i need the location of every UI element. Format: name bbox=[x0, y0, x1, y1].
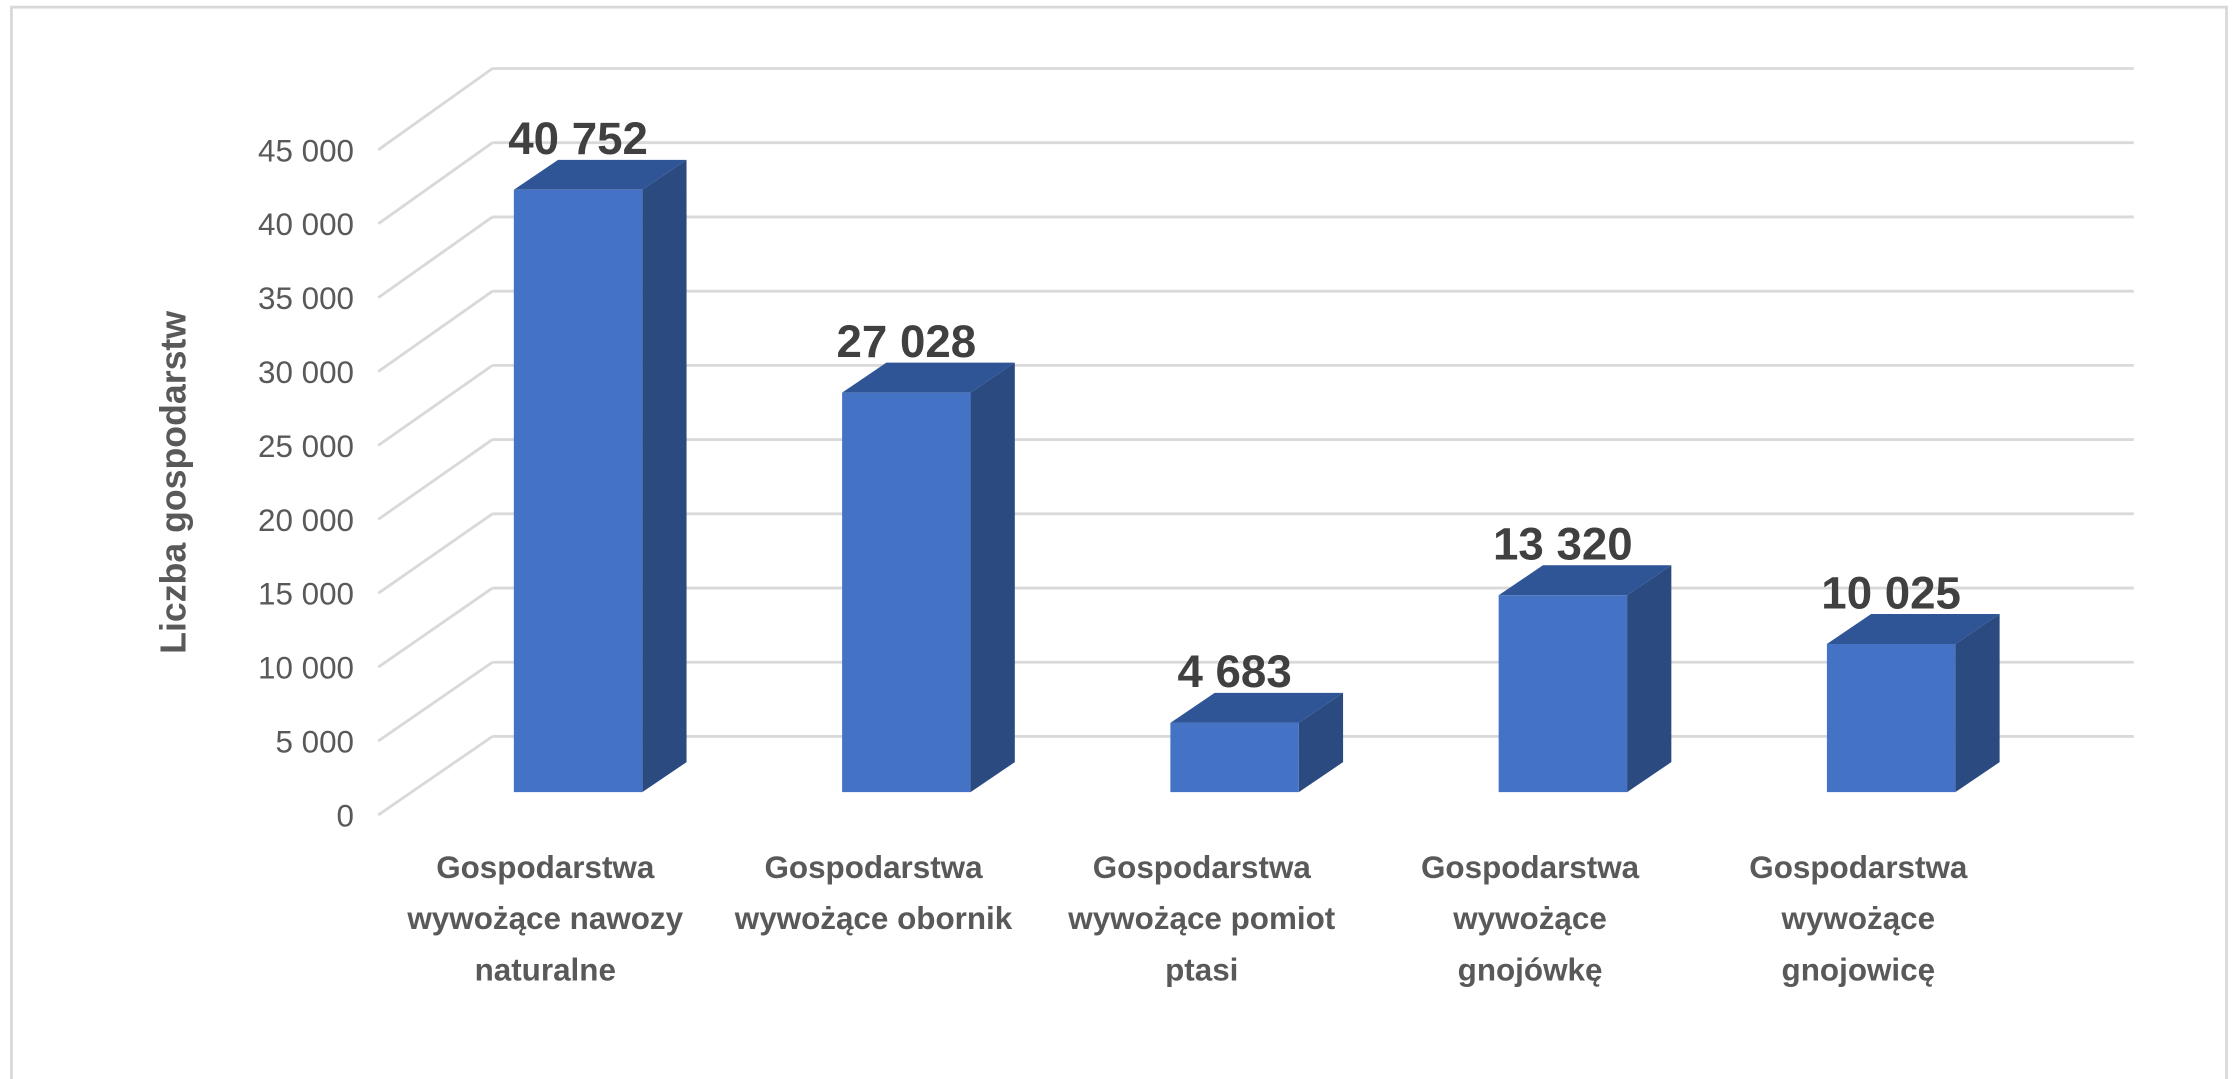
value-label: 13 320 bbox=[1493, 519, 1633, 570]
bar bbox=[1498, 565, 1672, 793]
x-tick-label-box: Gospodarstwa wywożące gnojowicę bbox=[1749, 849, 1968, 988]
x-tick-label-box: Gospodarstwa wywożące obornik bbox=[734, 849, 1013, 937]
grid-line-side bbox=[377, 67, 494, 152]
bar-top bbox=[1498, 565, 1672, 596]
grid-line-side bbox=[377, 586, 494, 669]
grid-line-side bbox=[377, 661, 494, 743]
bar-top bbox=[1826, 613, 2000, 644]
bar bbox=[1826, 613, 2000, 793]
bar-side bbox=[1627, 565, 1672, 793]
bar-front bbox=[842, 392, 971, 793]
bar-side bbox=[1955, 613, 2000, 793]
y-tick-label: 30 000 bbox=[258, 355, 354, 390]
value-label: 10 025 bbox=[1821, 567, 1961, 618]
x-tick-label-box: Gospodarstwa wywożące nawozy naturalne bbox=[407, 849, 684, 988]
bar bbox=[842, 362, 1015, 793]
grid-line-side bbox=[377, 438, 494, 521]
value-label: 4 683 bbox=[1177, 646, 1291, 697]
bar-side bbox=[970, 362, 1015, 793]
y-tick-label: 45 000 bbox=[258, 133, 354, 168]
bar-front bbox=[1498, 595, 1628, 793]
bar-front bbox=[1826, 643, 1956, 793]
y-tick-label: 35 000 bbox=[258, 281, 354, 316]
grid-line-side bbox=[377, 141, 494, 225]
bar bbox=[513, 159, 687, 793]
chart-frame bbox=[10, 5, 2228, 1079]
bar-top bbox=[842, 362, 1015, 393]
grid-line-side bbox=[377, 364, 494, 447]
bar-front bbox=[513, 189, 643, 793]
x-tick-label-box: Gospodarstwa wywożące pomiot ptasi bbox=[1068, 849, 1336, 988]
bar-top bbox=[513, 159, 687, 190]
y-tick-label: 5 000 bbox=[275, 724, 354, 759]
grid-line-side bbox=[377, 215, 494, 299]
x-tick-label: Gospodarstwa wywożące gnojowicę bbox=[1749, 849, 1968, 988]
grid-line-side bbox=[377, 735, 494, 817]
value-label: 40 752 bbox=[508, 113, 648, 164]
x-tick-label: Gospodarstwa wywożące gnojówkę bbox=[1420, 849, 1640, 988]
y-tick-label: 0 bbox=[337, 798, 354, 833]
x-tick-label-box: Gospodarstwa wywożące gnojówkę bbox=[1420, 849, 1640, 988]
y-tick-label: 40 000 bbox=[258, 207, 354, 242]
bar-front bbox=[1170, 722, 1299, 793]
bar bbox=[1170, 692, 1344, 793]
x-tick-label: Gospodarstwa wywożące pomiot ptasi bbox=[1068, 849, 1336, 988]
value-label: 27 028 bbox=[837, 316, 977, 367]
x-tick-label: Gospodarstwa wywożące nawozy naturalne bbox=[407, 849, 684, 988]
y-tick-label: 20 000 bbox=[258, 503, 354, 538]
grid-line-side bbox=[377, 289, 494, 373]
bar-side bbox=[642, 159, 687, 793]
grid-line-side bbox=[377, 512, 494, 595]
y-tick-label: 10 000 bbox=[258, 651, 354, 686]
y-tick-label: 15 000 bbox=[258, 577, 354, 612]
x-tick-label: Gospodarstwa wywożące obornik bbox=[734, 849, 1013, 937]
y-tick-label: 25 000 bbox=[258, 429, 354, 464]
bar-top bbox=[1170, 692, 1344, 723]
y-axis-title: Liczba gospodarstw bbox=[154, 311, 194, 654]
bar-side bbox=[1298, 692, 1344, 793]
